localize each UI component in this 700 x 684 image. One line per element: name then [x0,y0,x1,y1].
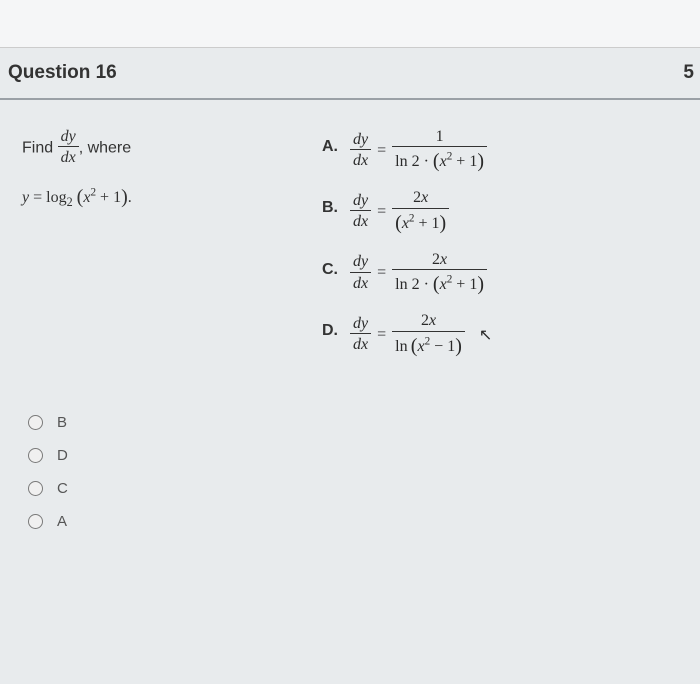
radio-options: B D C A [0,384,700,530]
answers-column: A. dy dx = 1 ln 2 · (x2 + 1) B. [322,128,682,374]
browser-chrome-top [0,0,700,48]
where-label: , where [79,139,131,156]
radio-icon[interactable] [28,415,43,430]
radio-icon[interactable] [28,481,43,496]
equation-line: y = log2 (x2 + 1). [22,172,132,220]
option-letter: C [57,480,68,497]
answer-c-equation: dy dx = 2x ln 2 · (x2 + 1) [350,251,487,296]
answer-choice-c: C. dy dx = 2x ln 2 · (x2 + 1) [322,251,682,296]
dydx-num: dy [58,128,79,147]
eq-period: . [128,189,132,206]
answer-label-a: A. [322,138,340,156]
answer-choice-a: A. dy dx = 1 ln 2 · (x2 + 1) [322,128,682,173]
prompt-column: Find dy dx , where y = log2 (x2 + 1). [22,128,262,374]
prompt-text: Find dy dx , where y = log2 (x2 + 1). [22,128,262,220]
dydx-den: dx [58,147,79,168]
answer-label-d: D. [322,322,340,340]
cursor-dot: ↖ [471,325,492,345]
eq-log: log [46,189,66,206]
answer-label-c: C. [322,261,340,279]
answer-d-equation: dy dx = 2x ln (x2 − 1) ↖ [350,312,492,357]
dydx-fraction: dy dx [58,128,79,168]
eq-log-base: 2 [67,196,73,210]
radio-icon[interactable] [28,448,43,463]
option-b[interactable]: B [28,414,700,431]
find-label: Find [22,139,53,156]
answer-choice-b: B. dy dx = 2x (x2 + 1) [322,189,682,234]
question-title: Question 16 [8,62,117,84]
option-letter: D [57,447,68,464]
eq-plus1: + 1 [96,189,121,206]
question-header: Question 16 5 [0,48,700,100]
option-c[interactable]: C [28,480,700,497]
answer-a-equation: dy dx = 1 ln 2 · (x2 + 1) [350,128,487,173]
content-area: Find dy dx , where y = log2 (x2 + 1). A.… [0,100,700,384]
answer-b-equation: dy dx = 2x (x2 + 1) [350,189,449,234]
answer-choice-d: D. dy dx = 2x ln (x2 − 1) ↖ [322,312,682,357]
option-letter: B [57,414,67,431]
option-letter: A [57,513,67,530]
question-points: 5 [683,62,694,84]
radio-icon[interactable] [28,514,43,529]
option-a[interactable]: A [28,513,700,530]
option-d[interactable]: D [28,447,700,464]
eq-equals: = [29,189,46,206]
answer-label-b: B. [322,199,340,217]
